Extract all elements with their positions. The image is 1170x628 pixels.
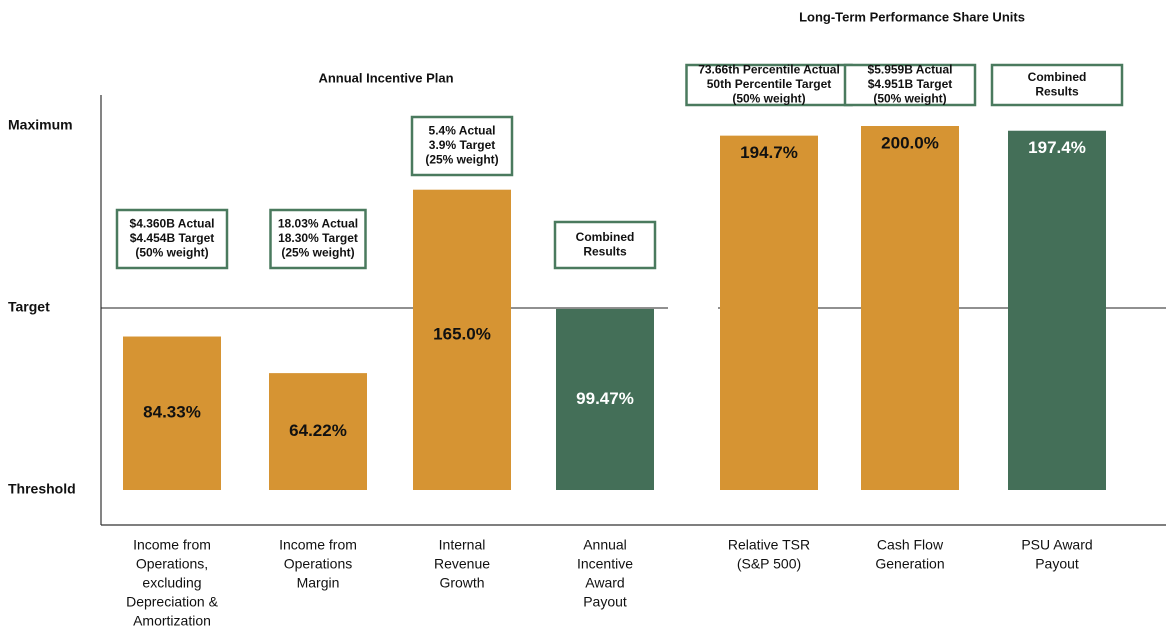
y-tick-label: Target xyxy=(8,299,50,315)
x-tick-label: Income from xyxy=(133,537,211,553)
annotation-text: (25% weight) xyxy=(281,246,354,260)
annotation-text: Combined xyxy=(1028,70,1087,84)
x-tick-label: Cash Flow xyxy=(877,537,944,553)
annotation-text: (50% weight) xyxy=(135,246,208,260)
annotation-text: (50% weight) xyxy=(732,92,805,106)
annotation-text: 18.30% Target xyxy=(278,231,358,245)
x-tick-label: Income from xyxy=(279,537,357,553)
annotation-text: Results xyxy=(583,244,627,258)
value-label: 194.7% xyxy=(740,143,798,162)
annotation-text: (25% weight) xyxy=(425,153,498,167)
x-tick-label: Amortization xyxy=(133,613,211,628)
x-tick-label: Incentive xyxy=(577,556,633,572)
annotation-text: 18.03% Actual xyxy=(278,217,358,231)
bar xyxy=(413,189,511,490)
annotation-box xyxy=(410,115,514,177)
annotation-text: Results xyxy=(1035,84,1079,98)
annotation-box xyxy=(115,208,229,270)
annotation-text: 50th Percentile Target xyxy=(707,77,832,91)
annotation-box xyxy=(843,63,977,107)
x-tick-label: Revenue xyxy=(434,556,490,572)
x-tick-label: (S&P 500) xyxy=(737,556,801,572)
bar xyxy=(1008,130,1106,490)
x-tick-label: Depreciation & xyxy=(126,594,218,610)
annotation-box xyxy=(685,63,853,107)
x-tick-label: Annual xyxy=(583,537,627,553)
x-tick-label: Generation xyxy=(875,556,944,572)
annotation-text: $5.959B Actual xyxy=(868,63,953,77)
x-tick-label: Operations xyxy=(284,556,352,572)
bar xyxy=(269,373,367,490)
bar xyxy=(123,336,221,490)
x-tick-label: Internal xyxy=(439,537,486,553)
x-tick-label: Payout xyxy=(583,594,627,610)
value-label: 165.0% xyxy=(433,324,491,343)
annotation-text: (50% weight) xyxy=(873,92,946,106)
annotation-text: 5.4% Actual xyxy=(429,124,496,138)
bar xyxy=(556,308,654,490)
value-label: 197.4% xyxy=(1028,138,1086,157)
annotation-text: $4.951B Target xyxy=(868,77,953,91)
annotation-text: $4.360B Actual xyxy=(130,217,215,231)
value-label: 200.0% xyxy=(881,133,939,152)
bar xyxy=(861,126,959,490)
x-tick-label: excluding xyxy=(142,575,201,591)
annotation-text: 3.9% Target xyxy=(429,138,495,152)
group-title: Long-Term Performance Share Units xyxy=(799,9,1025,24)
value-label: 99.47% xyxy=(576,389,634,408)
annotation-box xyxy=(269,208,367,270)
x-tick-label: Operations, xyxy=(136,556,208,572)
y-tick-label: Maximum xyxy=(8,117,73,133)
value-label: 64.22% xyxy=(289,421,347,440)
x-tick-label: Growth xyxy=(439,575,484,591)
group-title: Annual Incentive Plan xyxy=(318,70,453,85)
annotation-text: Combined xyxy=(576,230,635,244)
annotation-box xyxy=(553,220,657,270)
x-tick-label: Award xyxy=(585,575,624,591)
x-tick-label: PSU Award xyxy=(1021,537,1092,553)
y-tick-label: Threshold xyxy=(8,481,76,497)
x-tick-label: Payout xyxy=(1035,556,1079,572)
annotation-text: $4.454B Target xyxy=(130,231,215,245)
x-tick-label: Relative TSR xyxy=(728,537,810,553)
annotation-text: 73.66th Percentile Actual xyxy=(698,63,840,77)
bar xyxy=(720,135,818,490)
annotation-box xyxy=(990,63,1124,107)
x-tick-label: Margin xyxy=(297,575,340,591)
value-label: 84.33% xyxy=(143,403,201,422)
